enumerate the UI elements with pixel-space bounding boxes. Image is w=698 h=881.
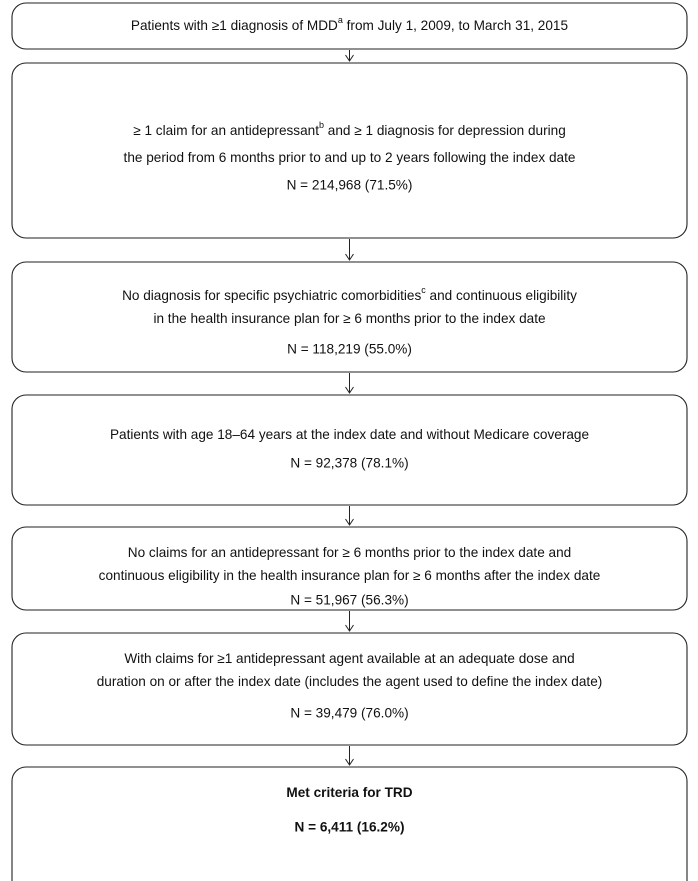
flow-box [11, 632, 688, 746]
flow-box [11, 766, 688, 881]
text-part: duration on or after the index date (inc… [97, 674, 603, 689]
arrow [345, 50, 354, 62]
text-part: and continuous eligibility [426, 288, 577, 303]
box-text: No claims for an antidepressant for ≥ 6 … [128, 545, 571, 560]
text-part: the period from 6 months prior to and up… [124, 150, 576, 165]
count-text: N = 51,967 (56.3%) [290, 593, 408, 608]
count-text: N = 118,219 (55.0%) [287, 342, 412, 357]
text-part: With claims for ≥1 antidepressant agent … [124, 651, 574, 666]
arrow [345, 506, 354, 526]
count-text: N = 39,479 (76.0%) [290, 706, 408, 721]
text-part: in the health insurance plan for ≥ 6 mon… [153, 311, 545, 326]
arrow [345, 611, 354, 632]
count-text: N = 6,411 (16.2%) [295, 820, 405, 835]
box-text: Patients with ≥1 diagnosis of MDDa from … [131, 15, 568, 32]
text-part: Patients with ≥1 diagnosis of MDD [131, 18, 338, 33]
text-part: continuous eligibility in the health ins… [99, 568, 601, 583]
text-part: Patients with age 18–64 years at the ind… [110, 427, 589, 442]
box-text: continuous eligibility in the health ins… [99, 568, 601, 583]
box-text: ≥ 1 claim for an antidepressantb and ≥ 1… [133, 120, 566, 137]
superscript: a [338, 15, 343, 25]
box-text: the period from 6 months prior to and up… [124, 150, 576, 165]
superscript: b [319, 120, 324, 130]
text-part: ≥ 1 claim for an antidepressant [133, 123, 319, 138]
flow-box [11, 394, 688, 506]
flow-box [11, 2, 688, 50]
arrow [345, 239, 354, 261]
text-part: and ≥ 1 diagnosis for depression during [324, 123, 566, 138]
arrow [345, 373, 354, 394]
text-part: Met criteria for TRD [286, 785, 412, 800]
box-text: With claims for ≥1 antidepressant agent … [124, 651, 574, 666]
box-text: Met criteria for TRD [286, 785, 412, 800]
flow-box [11, 62, 688, 239]
flow-box [11, 526, 688, 611]
text-part: No claims for an antidepressant for ≥ 6 … [128, 545, 571, 560]
count-text: N = 92,378 (78.1%) [290, 456, 408, 471]
count-text: N = 214,968 (71.5%) [287, 178, 413, 193]
box-text: in the health insurance plan for ≥ 6 mon… [153, 311, 545, 326]
box-text: No diagnosis for specific psychiatric co… [122, 285, 577, 302]
text-part: No diagnosis for specific psychiatric co… [122, 288, 421, 303]
text-part: from July 1, 2009, to March 31, 2015 [343, 18, 568, 33]
flow-box [11, 261, 688, 373]
box-text: Patients with age 18–64 years at the ind… [110, 427, 589, 442]
arrow [345, 746, 354, 766]
box-text: duration on or after the index date (inc… [97, 674, 603, 689]
superscript: c [421, 285, 426, 295]
